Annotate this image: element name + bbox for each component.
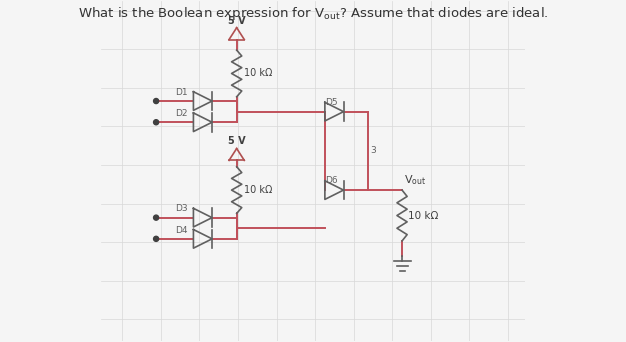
Text: D1: D1 — [175, 88, 188, 97]
Circle shape — [153, 215, 158, 220]
Text: D5: D5 — [325, 97, 337, 107]
Text: 5 V: 5 V — [228, 15, 245, 26]
Text: D4: D4 — [175, 226, 188, 235]
Text: D2: D2 — [175, 109, 188, 118]
Text: D6: D6 — [325, 176, 337, 185]
Circle shape — [153, 98, 158, 104]
Text: $\mathregular{V_{out}}$: $\mathregular{V_{out}}$ — [404, 173, 426, 187]
Text: 5 V: 5 V — [228, 136, 245, 146]
Text: 10 kΩ: 10 kΩ — [244, 185, 273, 195]
Text: What is the Boolean expression for $\mathregular{V_{out}}$? Assume that diodes a: What is the Boolean expression for $\mat… — [78, 5, 548, 22]
Text: D3: D3 — [175, 205, 188, 213]
Text: 10 kΩ: 10 kΩ — [408, 211, 439, 221]
Circle shape — [153, 236, 158, 241]
Text: 3: 3 — [370, 146, 376, 155]
Circle shape — [153, 120, 158, 125]
Text: 10 kΩ: 10 kΩ — [244, 68, 273, 78]
